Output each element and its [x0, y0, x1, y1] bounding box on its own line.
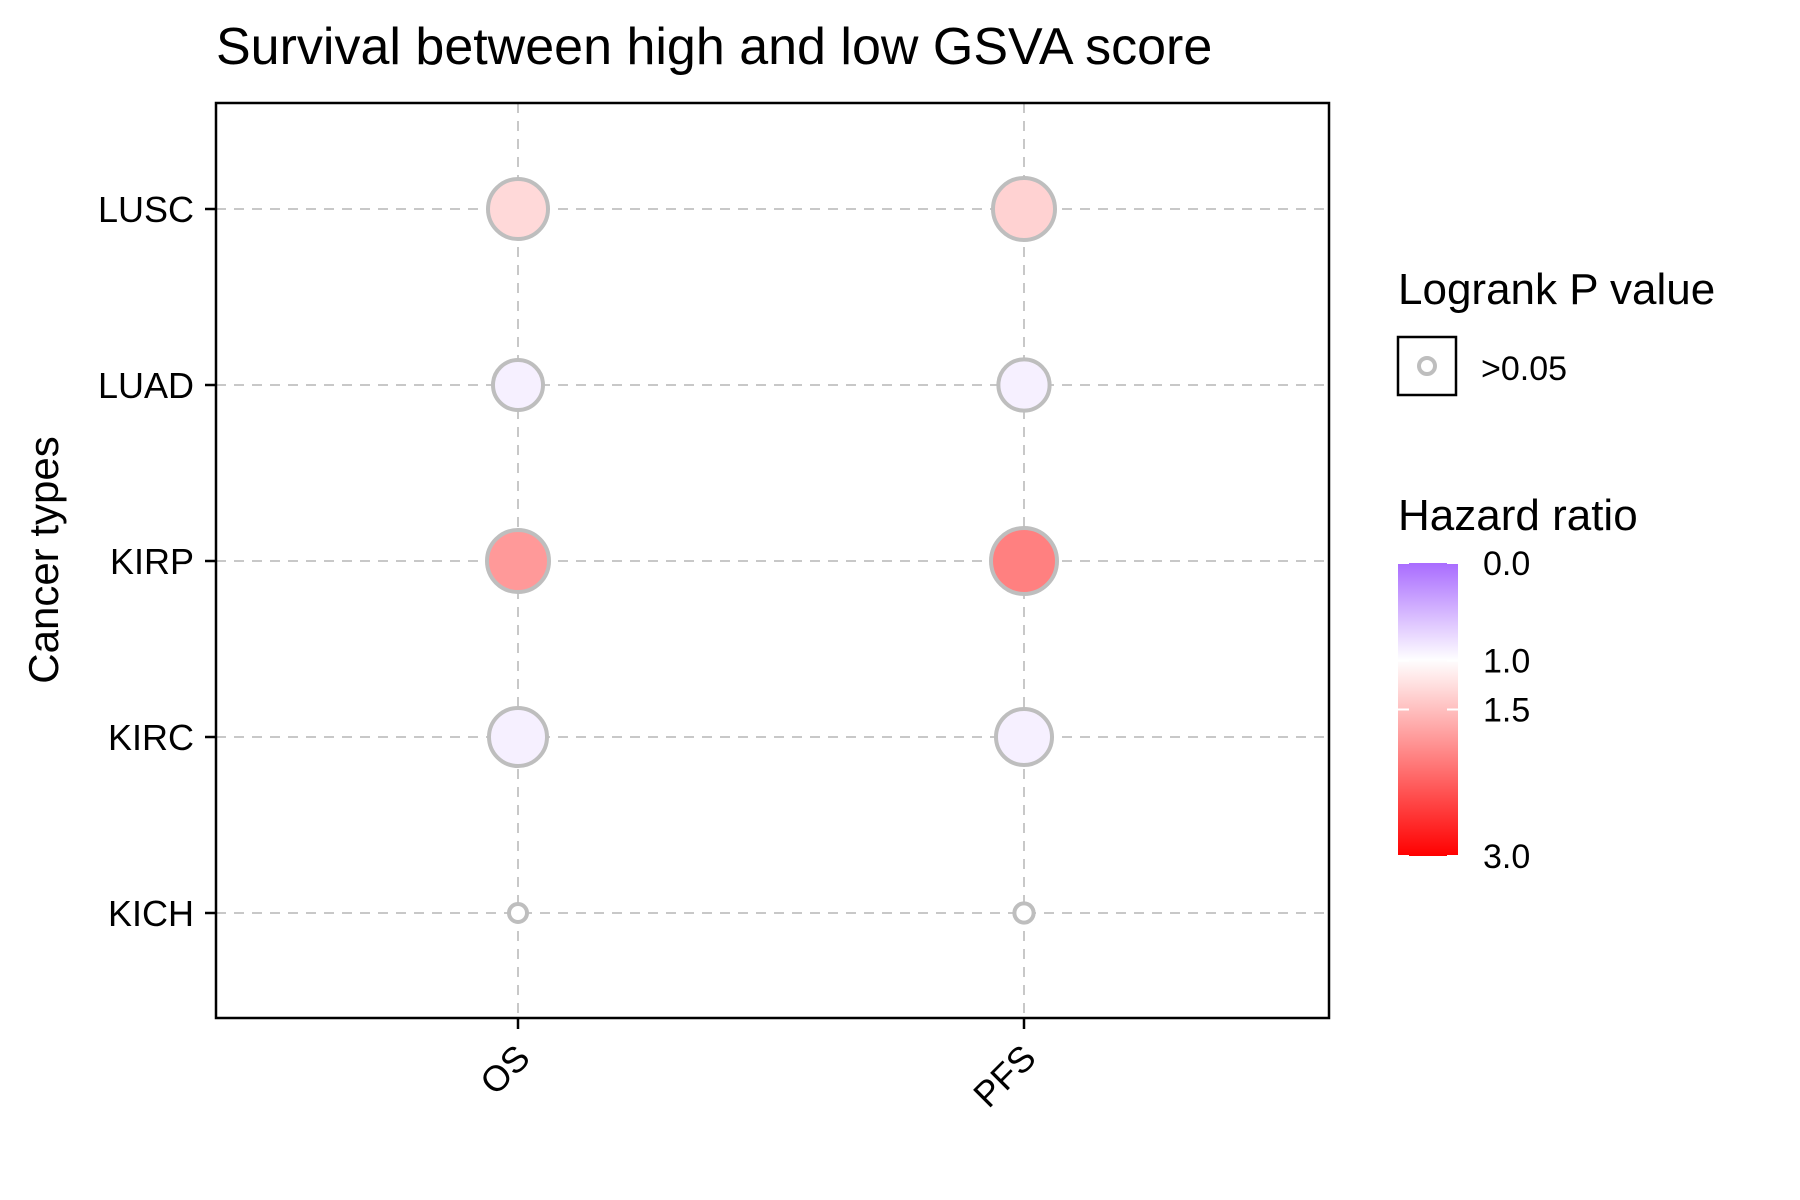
chart-title: Survival between high and low GSVA score: [216, 18, 1212, 76]
y-tick-label-lusc: LUSC: [98, 189, 194, 230]
y-axis-title: Cancer types: [20, 436, 67, 683]
legend-p-value: Logrank P value >0.05: [1396, 265, 1715, 397]
point-kirp-os: [485, 528, 551, 594]
y-tick-label-kirp: KIRP: [110, 541, 194, 582]
x-axis: OS PFS: [472, 1018, 1044, 1115]
x-tick-label-os: OS: [472, 1037, 538, 1103]
colorbar-label-1-5: 1.5: [1483, 692, 1530, 730]
point-lusc-pfs: [991, 176, 1057, 242]
colorbar-label-1-0: 1.0: [1483, 643, 1530, 681]
point-kich-pfs: [1012, 901, 1036, 925]
legend-hazard-ratio: Hazard ratio 0.0 1.0 1.5 3.0: [1398, 491, 1638, 876]
legend-hazard-ratio-title: Hazard ratio: [1398, 491, 1638, 540]
y-tick-label-kirc: KIRC: [108, 717, 194, 758]
point-lusc-os: [486, 177, 550, 241]
x-tick-label-pfs: PFS: [965, 1037, 1043, 1115]
legend-p-value-key-symbol: [1417, 356, 1437, 376]
point-kich-os: [507, 902, 529, 924]
point-luad-pfs: [996, 357, 1052, 413]
y-tick-label-luad: LUAD: [98, 365, 194, 406]
point-kirc-os: [487, 706, 549, 768]
data-points: [485, 176, 1059, 925]
y-tick-label-kich: KICH: [108, 893, 194, 934]
point-kirp-pfs: [989, 526, 1059, 596]
hazard-ratio-colorbar-ticks: 0.0 1.0 1.5 3.0: [1398, 545, 1530, 876]
point-kirc-pfs: [994, 707, 1054, 767]
colorbar-label-0-0: 0.0: [1483, 545, 1530, 583]
colorbar-label-3-0: 3.0: [1483, 838, 1530, 876]
legend-p-value-label: >0.05: [1481, 350, 1567, 388]
point-luad-os: [491, 358, 545, 412]
legend-p-value-title: Logrank P value: [1398, 265, 1715, 314]
grid-lines: [216, 103, 1329, 1018]
y-axis: KICH KIRC KIRP LUAD LUSC: [98, 189, 216, 934]
